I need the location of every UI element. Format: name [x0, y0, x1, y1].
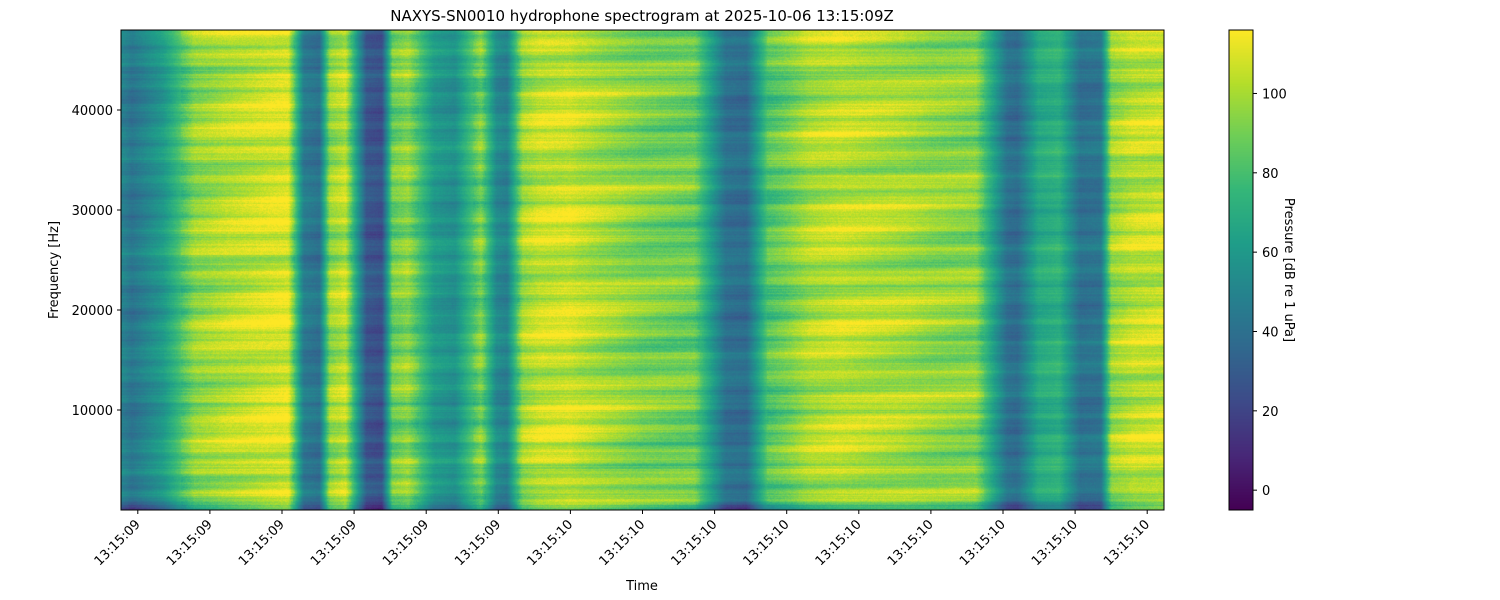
y-tick-label: 20000	[72, 304, 113, 319]
x-tick-label: 13:15:10	[669, 517, 721, 569]
x-tick-label: 13:15:10	[596, 517, 648, 569]
x-tick-label: 13:15:10	[741, 517, 793, 569]
x-tick-label: 13:15:09	[236, 517, 288, 569]
x-tick-label: 13:15:09	[308, 517, 360, 569]
colorbar-ticks: 0 20 40 60 80 100	[1253, 87, 1287, 499]
colorbar-label: Pressure [dB re 1 uPa]	[1281, 198, 1296, 342]
colorbar-tick-label: 20	[1262, 405, 1279, 420]
x-tick-label: 13:15:09	[164, 517, 216, 569]
x-tick-label: 13:15:10	[524, 517, 576, 569]
colorbar-gradient	[1229, 30, 1253, 510]
y-tick-label: 30000	[72, 204, 113, 219]
x-tick-label: 13:15:09	[380, 517, 432, 569]
chart-title: NAXYS-SN0010 hydrophone spectrogram at 2…	[390, 7, 894, 25]
x-axis-label: Time	[625, 579, 658, 594]
colorbar-tick-label: 80	[1262, 167, 1279, 182]
x-tick-label: 13:15:10	[813, 517, 865, 569]
x-tick-label: 13:15:10	[885, 517, 937, 569]
colorbar-tick-label: 0	[1262, 484, 1270, 499]
y-tick-label: 40000	[72, 104, 113, 119]
x-tick-label: 13:15:10	[1101, 517, 1153, 569]
y-tick-label: 10000	[72, 404, 113, 419]
x-axis-ticks: 13:15:09 13:15:09 13:15:09 13:15:09 13:15:09…	[92, 510, 1153, 569]
y-axis-label: Frequency [Hz]	[47, 221, 62, 319]
colorbar-tick-label: 60	[1262, 246, 1279, 261]
x-tick-label: 13:15:10	[1029, 517, 1081, 569]
x-tick-label: 13:15:10	[957, 517, 1009, 569]
x-tick-label: 13:15:09	[92, 517, 144, 569]
spectrogram-heatmap	[121, 30, 1164, 510]
colorbar-tick-label: 40	[1262, 325, 1279, 340]
colorbar-frame	[1228, 29, 1254, 511]
x-tick-label: 13:15:09	[452, 517, 504, 569]
y-axis-ticks: 10000 20000 30000 40000	[72, 104, 121, 419]
colorbar-tick-label: 100	[1262, 87, 1287, 102]
plot-frame	[120, 29, 1165, 511]
